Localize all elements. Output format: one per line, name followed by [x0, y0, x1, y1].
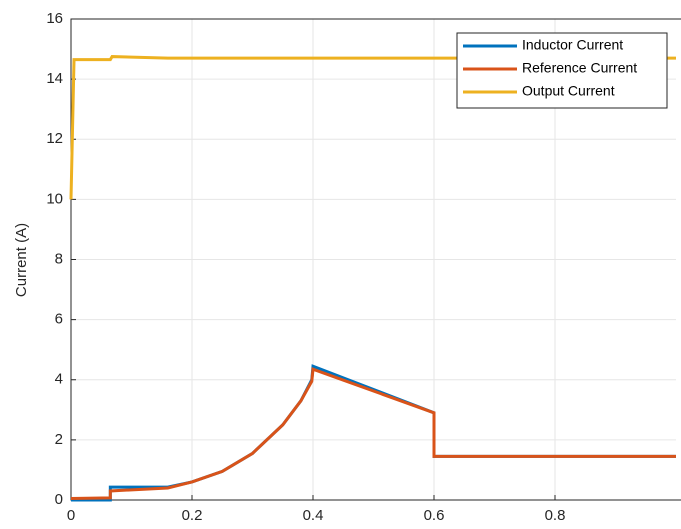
y-axis-label: Current (A)	[13, 223, 30, 297]
x-tick-label: 0.8	[545, 507, 566, 524]
series-line	[70, 367, 676, 500]
y-tick-label: 12	[46, 130, 63, 147]
y-tick-label: 14	[46, 70, 63, 87]
legend-label: Reference Current	[522, 60, 637, 76]
y-tick-label: 8	[55, 250, 63, 267]
series-line	[71, 364, 676, 502]
series-line	[69, 55, 676, 200]
y-tick-label: 16	[46, 10, 63, 27]
axis-frame	[70, 18, 681, 501]
y-tick-label: 6	[55, 311, 63, 328]
legend: Inductor Current Reference Current Output …	[456, 32, 668, 109]
legend-label: Output Current	[522, 83, 615, 99]
legend-label: Inductor Current	[522, 37, 623, 53]
x-tick-label: 0.6	[424, 507, 445, 524]
x-tick-label: 0.2	[182, 507, 203, 524]
y-tick-label: 10	[46, 190, 63, 207]
y-tick-label: 4	[55, 371, 63, 388]
x-tick-label: 0.4	[303, 507, 324, 524]
x-tick-label: 0	[67, 507, 75, 524]
y-tick-label: 2	[55, 431, 63, 448]
y-tick-label: 0	[55, 491, 63, 508]
